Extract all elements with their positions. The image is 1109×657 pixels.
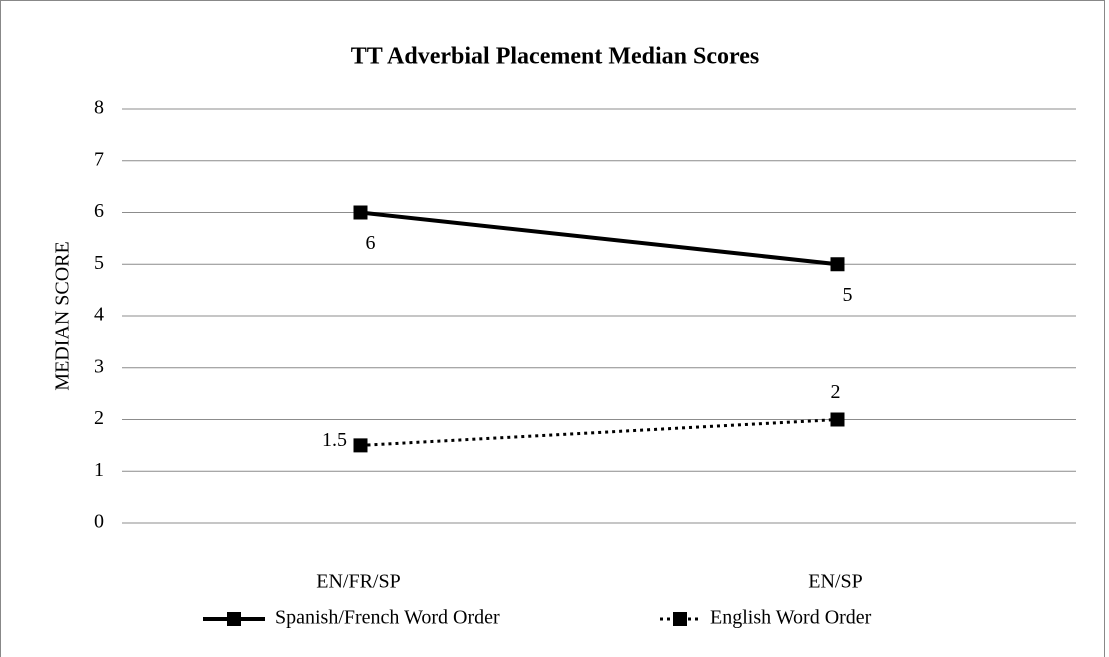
y-tick-label: 1	[94, 459, 104, 481]
legend-marker	[227, 612, 241, 626]
y-tick-label: 7	[94, 148, 104, 170]
marker	[353, 438, 368, 453]
data-label: 2	[831, 381, 841, 403]
legend-label: English Word Order	[710, 607, 872, 629]
y-tick-label: 5	[94, 252, 104, 274]
y-tick-label: 3	[94, 355, 104, 377]
y-tick-label: 8	[94, 97, 104, 119]
x-tick-label: EN/SP	[808, 571, 862, 593]
legend-marker	[673, 612, 687, 626]
x-tick-label: EN/FR/SP	[316, 571, 400, 593]
marker	[830, 412, 845, 427]
series-line	[360, 418, 838, 447]
data-label: 6	[366, 232, 376, 254]
marker	[353, 205, 368, 220]
y-axis-label: MEDIAN SCORE	[52, 241, 74, 390]
y-tick-label: 0	[94, 511, 104, 533]
data-label: 1.5	[322, 429, 347, 451]
marker	[830, 257, 845, 272]
legend-label: Spanish/French Word Order	[275, 607, 500, 629]
y-tick-label: 6	[94, 200, 104, 222]
data-label: 5	[843, 284, 853, 306]
series-line	[360, 210, 838, 267]
y-tick-label: 2	[94, 407, 104, 429]
y-tick-label: 4	[94, 304, 104, 326]
chart-title: TT Adverbial Placement Median Scores	[351, 44, 759, 70]
